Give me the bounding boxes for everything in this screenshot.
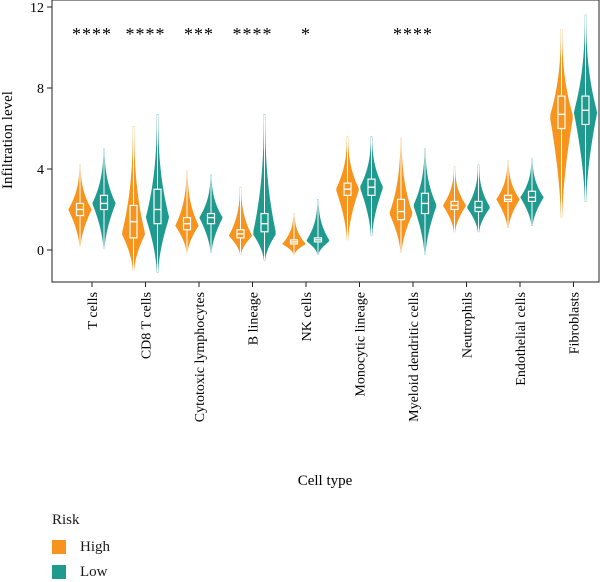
box-low-3 bbox=[260, 212, 269, 233]
plot-frame bbox=[51, 0, 600, 283]
legend-item-high: High bbox=[52, 537, 110, 557]
legend-title: Risk bbox=[52, 512, 80, 528]
axes bbox=[47, 0, 600, 287]
box-low-8 bbox=[527, 190, 537, 202]
category-label-8: Endothelial cells bbox=[514, 292, 529, 386]
box-low-7 bbox=[474, 200, 483, 213]
significance-label-2: *** bbox=[184, 24, 214, 44]
legend-swatch-high bbox=[52, 540, 66, 554]
significance-label-4: * bbox=[301, 24, 311, 44]
box-low-0 bbox=[99, 194, 109, 211]
category-label-5: Monocytic lineage bbox=[354, 292, 369, 397]
box-low-2 bbox=[206, 212, 216, 225]
category-label-0: T cells bbox=[86, 292, 101, 329]
box-low-1 bbox=[153, 188, 162, 225]
box-high-8 bbox=[503, 194, 513, 202]
box-high-6 bbox=[396, 198, 406, 221]
box-high-9 bbox=[557, 95, 566, 130]
x-axis-label: Cell type bbox=[298, 473, 353, 489]
y-tick-label: 12 bbox=[30, 1, 44, 16]
violin-plot-area bbox=[68, 14, 598, 273]
legend-item-low: Low bbox=[52, 562, 108, 582]
category-label-7: Neutrophils bbox=[461, 292, 476, 358]
significance-label-1: **** bbox=[126, 24, 166, 44]
category-label-1: CD8 T cells bbox=[140, 292, 155, 359]
legend-label-low: Low bbox=[80, 563, 108, 580]
y-tick-label: 4 bbox=[37, 163, 44, 178]
significance-markers: **** **** *** **** * **** bbox=[72, 24, 433, 44]
category-label-2: Cytotoxic lymphocytes bbox=[193, 292, 208, 422]
legend-label-high: High bbox=[80, 538, 110, 555]
category-label-3: B lineage bbox=[247, 292, 262, 345]
y-tick-label: 0 bbox=[37, 244, 44, 259]
category-label-9: Fibroblasts bbox=[568, 292, 583, 354]
category-label-4: NK cells bbox=[300, 292, 315, 341]
y-axis-label: Infiltration level bbox=[0, 91, 16, 189]
y-tick-label: 8 bbox=[37, 82, 44, 97]
category-labels: T cells CD8 T cells Cytotoxic lymphocytes B… bbox=[86, 292, 583, 422]
category-label-6: Myeloid dendritic cells bbox=[407, 292, 422, 422]
legend-swatch-low bbox=[52, 565, 66, 579]
significance-label-3: **** bbox=[233, 24, 273, 44]
significance-label-0: **** bbox=[72, 24, 112, 44]
y-tick-labels: 0 4 8 12 bbox=[30, 1, 44, 259]
significance-label-6: **** bbox=[393, 24, 433, 44]
